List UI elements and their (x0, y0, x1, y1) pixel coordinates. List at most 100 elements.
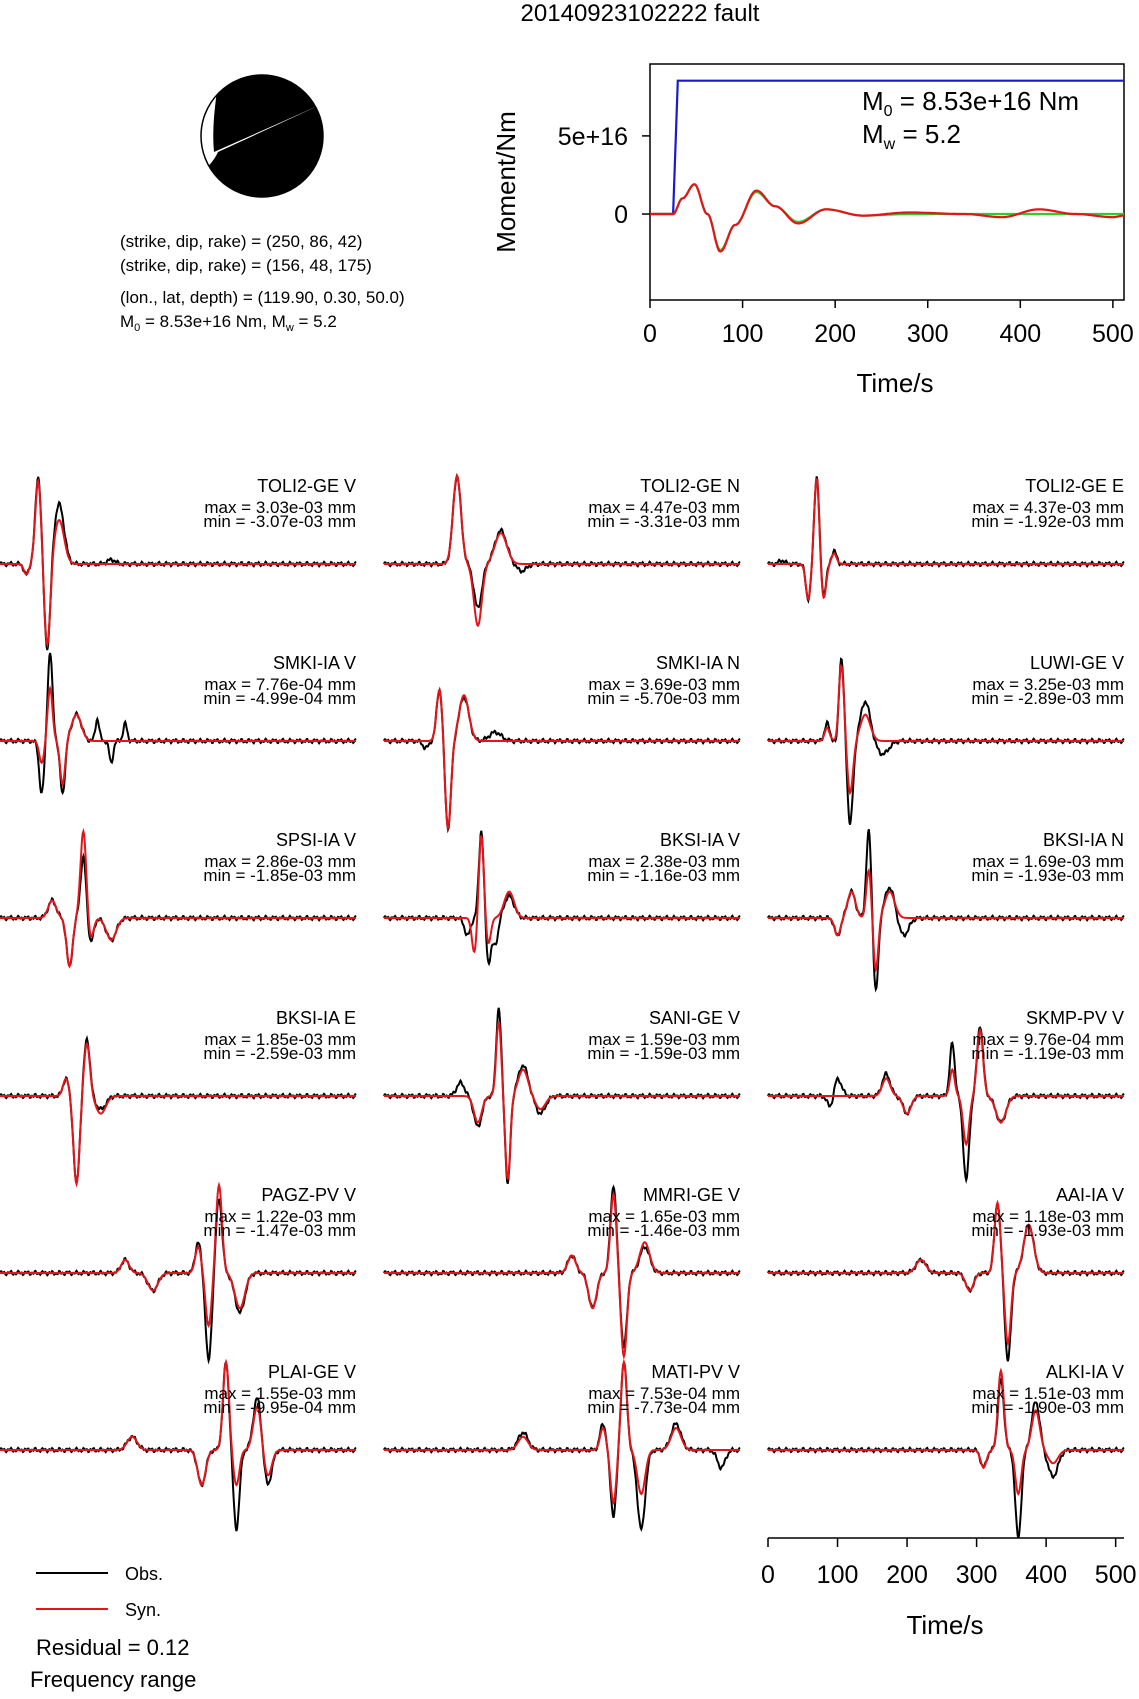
waveform-max-label: max = 1.55e-03 mm (204, 1384, 356, 1403)
waveform-max-label: max = 1.51e-03 mm (972, 1384, 1124, 1403)
waveform-min-label: min = -1.59e-03 mm (587, 1044, 740, 1063)
time-axis-tick-label: 400 (1025, 1561, 1067, 1589)
moment-x-tick-label: 200 (814, 320, 856, 348)
source-moment: M0 = 8.53e+16 Nm, Mw = 5.2 (120, 312, 337, 334)
moment-y-tick-label: 0 (614, 201, 628, 229)
moment-plot-frame (649, 63, 1125, 301)
station-label: SMKI-IA V (273, 653, 356, 673)
waveform-max-label: max = 1.59e-03 mm (588, 1030, 740, 1049)
waveform-max-label: max = 1.65e-03 mm (588, 1207, 740, 1226)
nodal-plane-2: (strike, dip, rake) = (156, 48, 175) (120, 256, 372, 275)
waveform-max-label: max = 3.69e-03 mm (588, 675, 740, 694)
station-label: BKSI-IA N (1043, 830, 1124, 850)
waveform-syn-trace (768, 1367, 1124, 1496)
waveform-max-label: max = 1.18e-03 mm (972, 1207, 1124, 1226)
moment-subscript-w: w (285, 322, 294, 334)
waveform-min-label: min = -1.47e-03 mm (203, 1221, 356, 1240)
waveform-syn-trace (768, 1199, 1124, 1347)
waveform-syn-trace (384, 1190, 740, 1360)
time-axis-tick-label: 500 (1095, 1561, 1137, 1589)
waveform-max-label: max = 1.22e-03 mm (204, 1207, 356, 1226)
waveform-min-label: min = -1.46e-03 mm (587, 1221, 740, 1240)
station-label: SANI-GE V (649, 1008, 740, 1028)
legend-obs-label: Obs. (125, 1564, 163, 1584)
legend-syn-label: Syn. (125, 1600, 161, 1620)
waveform-syn-trace (768, 1027, 1124, 1147)
moment-subscript: 0 (134, 322, 140, 334)
residual-label: Residual = 0.12 (36, 1635, 190, 1660)
station-label: SKMP-PV V (1026, 1008, 1124, 1028)
m0-subscript: 0 (884, 103, 893, 120)
time-axis-tick-label: 100 (817, 1561, 859, 1589)
station-label: AAI-IA V (1056, 1185, 1124, 1205)
waveform-syn-trace (384, 1021, 740, 1180)
moment-y-axis-label: Moment/Nm (491, 111, 521, 253)
waveform-min-label: min = -1.93e-03 mm (971, 866, 1124, 885)
waveform-max-label: max = 2.38e-03 mm (588, 852, 740, 871)
waveform-obs-trace (383, 1360, 741, 1532)
waveform-min-label: min = -1.85e-03 mm (203, 866, 356, 885)
station-label: PLAI-GE V (268, 1362, 356, 1382)
moment-middle: = 8.53e+16 Nm, M (140, 312, 286, 331)
waveform-min-label: min = -2.59e-03 mm (203, 1044, 356, 1063)
station-label: BKSI-IA V (660, 830, 740, 850)
moment-series-obs (650, 183, 1124, 252)
moment-x-tick-label: 500 (1092, 320, 1134, 348)
waveform-max-label: max = 4.37e-03 mm (972, 498, 1124, 517)
moment-y-tick-label: 5e+16 (558, 123, 628, 151)
moment-series-syn (650, 183, 1124, 253)
moment-x-axis-label: Time/s (856, 368, 933, 398)
legend: Obs. Syn. Residual = 0.12 Frequency rang… (30, 1564, 196, 1692)
waveform-min-label: min = -2.89e-03 mm (971, 689, 1124, 708)
waveform-min-label: min = -7.73e-04 mm (587, 1398, 740, 1417)
waveform-min-label: min = -9.95e-04 mm (203, 1398, 356, 1417)
waveform-max-label: max = 1.69e-03 mm (972, 852, 1124, 871)
time-axis-tick-label: 300 (956, 1561, 998, 1589)
station-label: MMRI-GE V (643, 1185, 740, 1205)
moment-annotation: M0 = 8.53e+16 Nm Mw = 5.2 (862, 86, 1079, 153)
waveform-max-label: max = 1.85e-03 mm (204, 1030, 356, 1049)
moment-x-tick-label: 400 (999, 320, 1041, 348)
moment-x-tick-label: 100 (722, 320, 764, 348)
m0-value: = 8.53e+16 Nm (893, 86, 1079, 116)
waveform-max-label: max = 7.76e-04 mm (204, 675, 356, 694)
moment-chart: 0 100 200 300 400 500 0 5e+16 Time/s Moment/Nm (491, 63, 1134, 398)
station-label: TOLI2-GE V (257, 476, 356, 496)
time-axis-label: Time/s (906, 1610, 983, 1640)
nodal-plane-1: (strike, dip, rake) = (250, 86, 42) (120, 232, 362, 251)
focal-mechanism-text: (strike, dip, rake) = (250, 86, 42) (str… (120, 232, 405, 334)
time-axis-tick-label: 0 (761, 1561, 775, 1589)
mw-subscript: w (883, 136, 896, 153)
waveform-min-label: min = -1.19e-03 mm (971, 1044, 1124, 1063)
waveform-min-label: min = -5.70e-03 mm (587, 689, 740, 708)
waveform-max-label: max = 2.86e-03 mm (204, 852, 356, 871)
waveform-syn-trace (0, 477, 356, 649)
station-label: TOLI2-GE N (640, 476, 740, 496)
mw-value: = 5.2 (895, 119, 961, 149)
moment-x-tick-label: 0 (643, 320, 657, 348)
time-axis-tick-label: 200 (886, 1561, 928, 1589)
waveform-syn-trace (0, 1181, 356, 1328)
frequency-range-label: Frequency range (30, 1667, 196, 1692)
waveform-min-label: min = -1.90e-03 mm (971, 1398, 1124, 1417)
waveform-syn-trace (768, 867, 1124, 973)
waveform-max-label: max = 3.25e-03 mm (972, 675, 1124, 694)
waveform-syn-trace (384, 687, 740, 832)
